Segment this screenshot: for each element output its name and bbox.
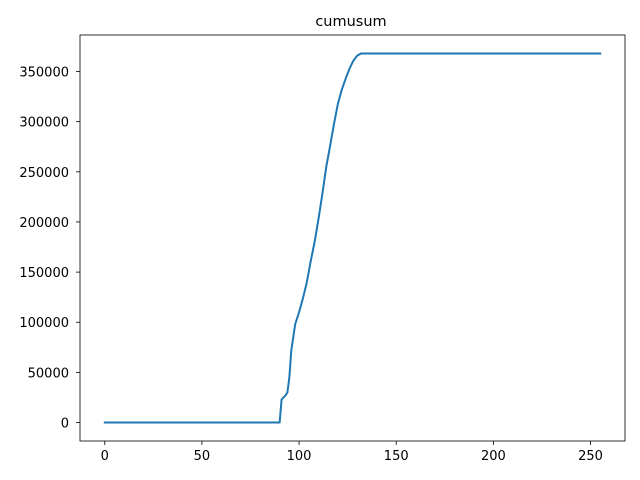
y-tick-label: 300000 (19, 116, 69, 131)
series-line-0 (103, 52, 602, 424)
y-tick-label: 350000 (19, 66, 69, 81)
y-axis: 0 50000 100000 150000 200000 250000 300000 3500… (19, 66, 80, 432)
plot-area (103, 52, 602, 424)
chart-title: cumusum (315, 14, 386, 30)
y-tick-label: 250000 (19, 166, 69, 181)
x-tick-label: 150 (384, 449, 409, 464)
y-tick-label: 50000 (28, 366, 69, 381)
x-tick-label: 200 (481, 449, 506, 464)
x-axis: 0 50 100 150 200 250 (101, 441, 603, 464)
y-tick-label: 0 (61, 417, 69, 432)
x-tick-label: 0 (101, 449, 109, 464)
x-tick-label: 250 (578, 449, 603, 464)
x-tick-label: 50 (194, 449, 211, 464)
x-tick-label: 100 (287, 449, 312, 464)
y-tick-label: 200000 (19, 216, 69, 231)
axes-frame (79, 34, 626, 442)
y-tick-label: 150000 (19, 266, 69, 281)
y-tick-label: 100000 (19, 316, 69, 331)
